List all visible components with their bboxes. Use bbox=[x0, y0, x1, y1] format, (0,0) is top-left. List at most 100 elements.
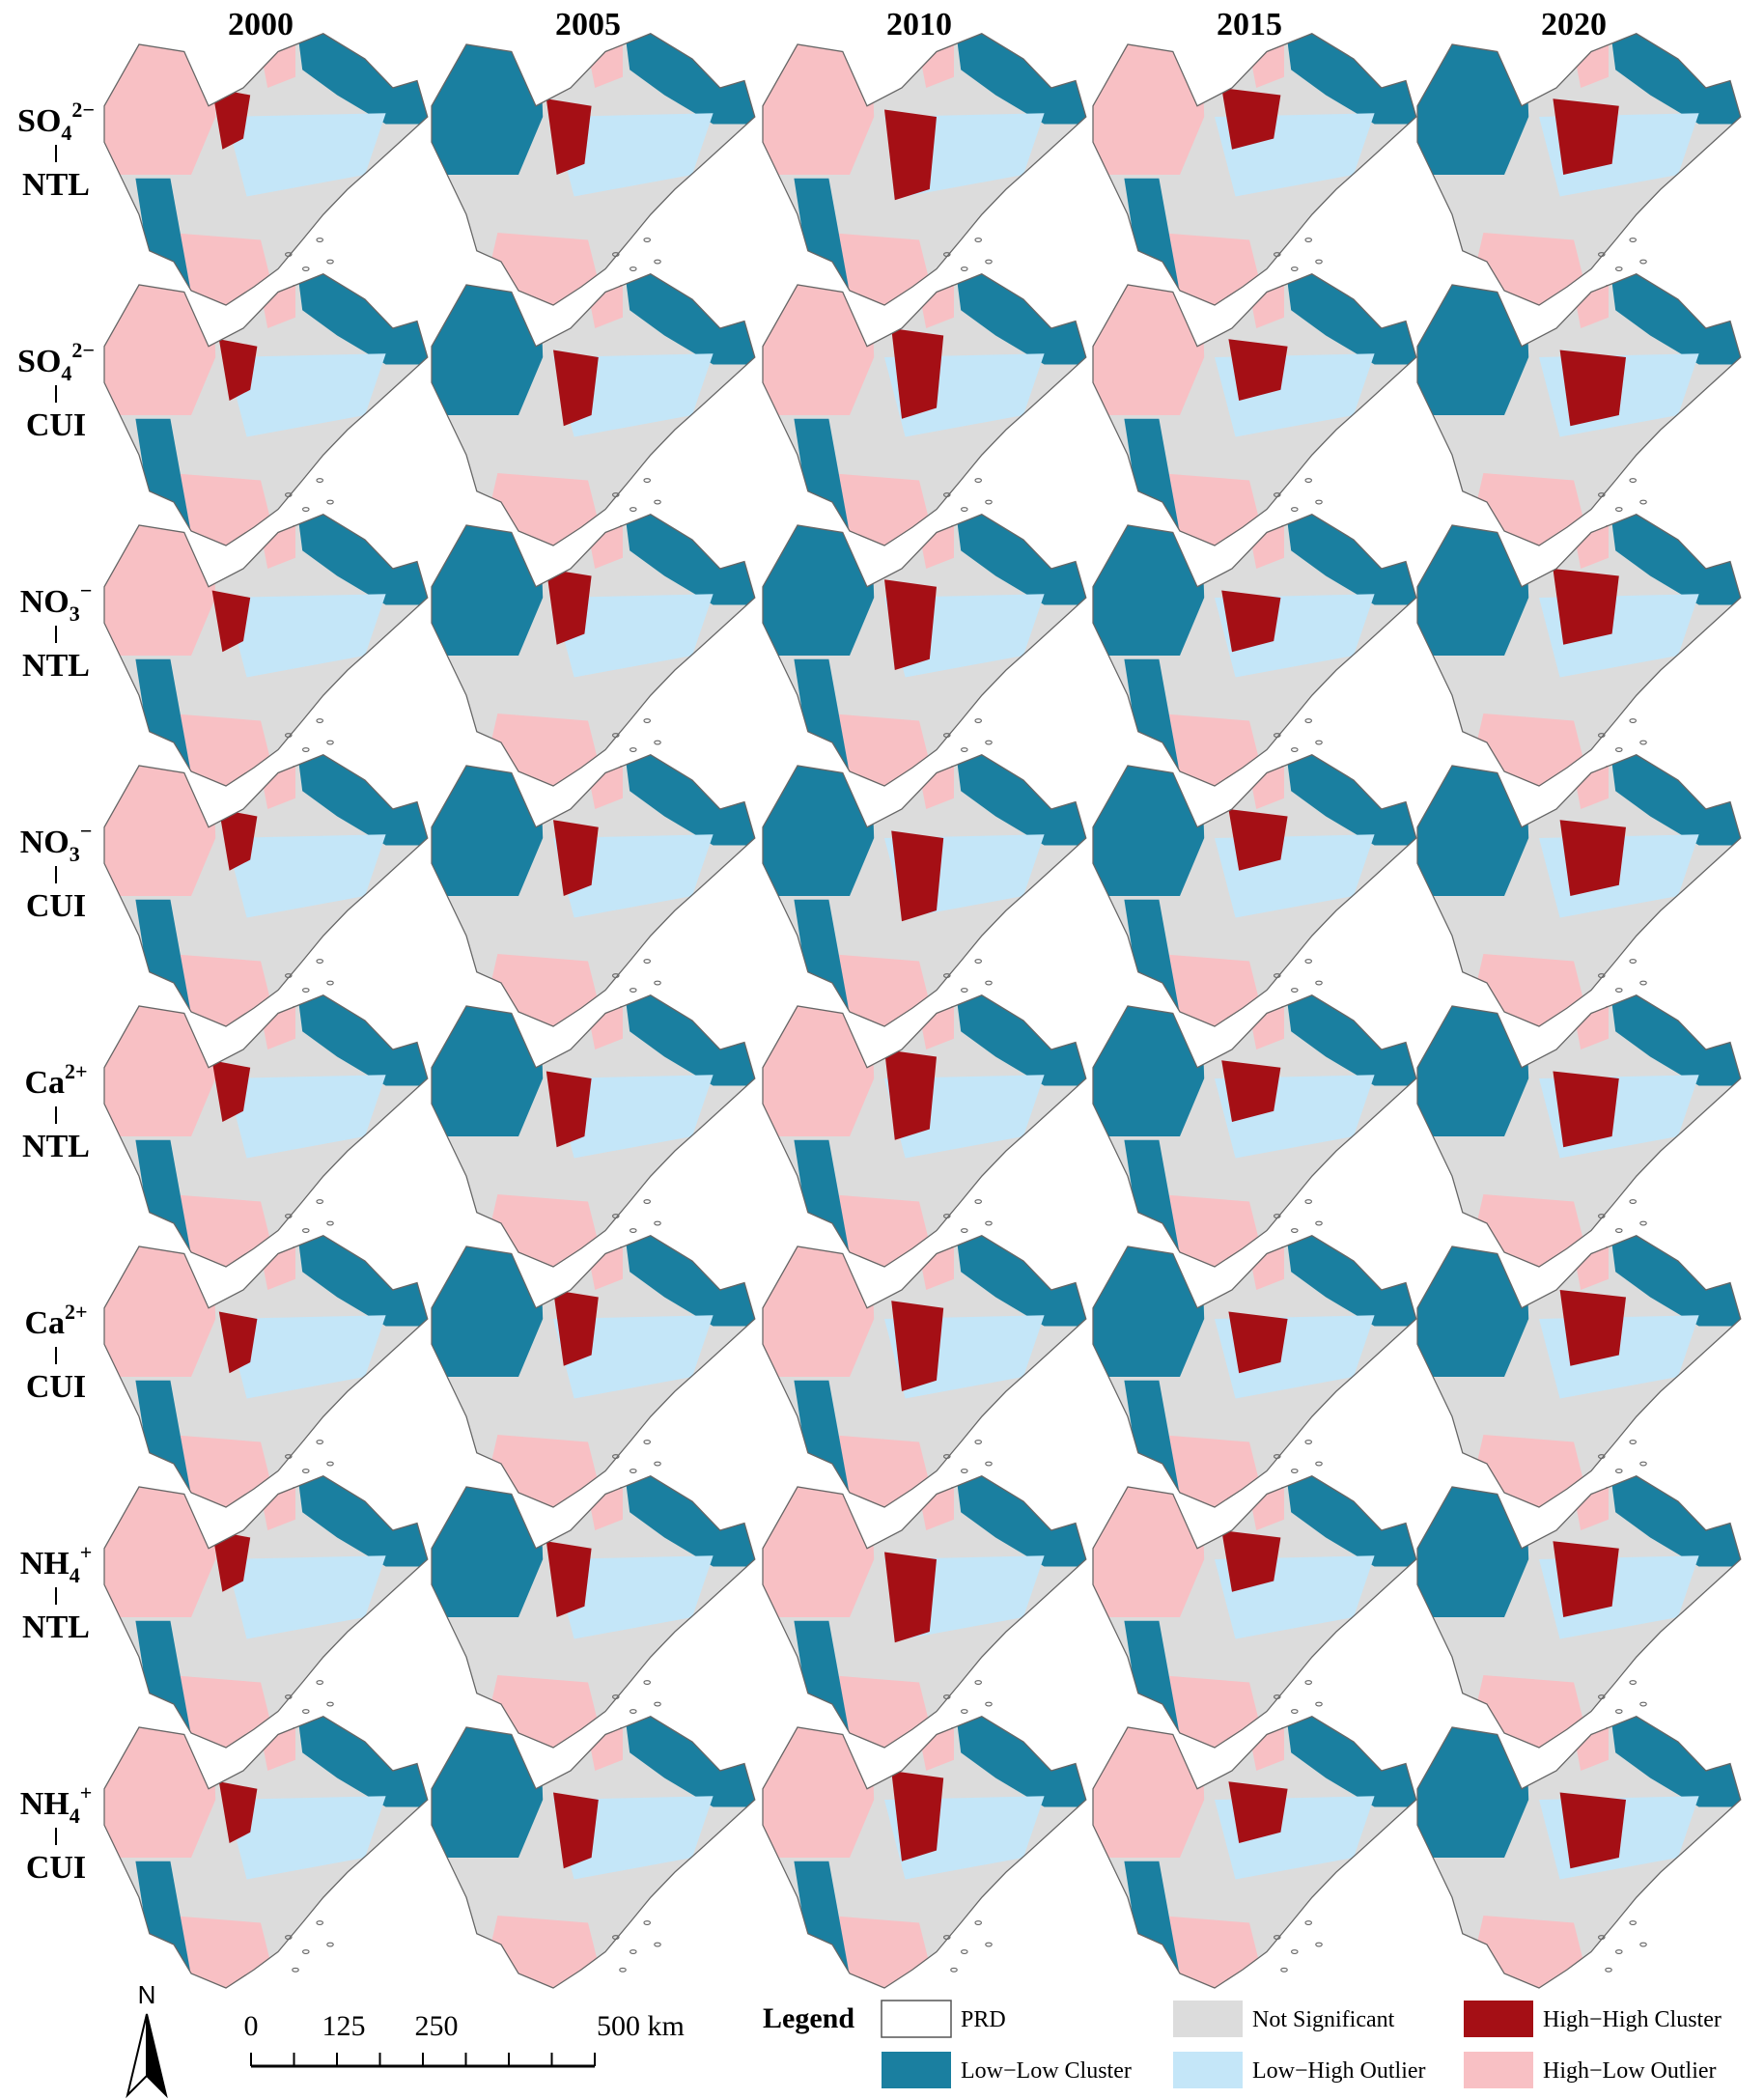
island bbox=[1639, 259, 1647, 265]
map-fill bbox=[1416, 1235, 1741, 1507]
map-panel bbox=[1092, 1235, 1417, 1508]
map-fill bbox=[762, 514, 1086, 786]
island bbox=[1274, 973, 1281, 978]
high-high-area bbox=[884, 579, 937, 670]
index-label: NTL bbox=[22, 1129, 90, 1164]
row-label: SO42− CUI bbox=[17, 338, 95, 443]
island bbox=[1291, 1709, 1299, 1714]
species-label: NO3− bbox=[20, 819, 93, 866]
central-band bbox=[226, 1075, 386, 1159]
south-area bbox=[476, 1916, 609, 1988]
region-outline bbox=[103, 33, 429, 306]
map-fill bbox=[103, 994, 428, 1267]
island bbox=[1639, 1461, 1647, 1467]
island bbox=[961, 1469, 968, 1473]
arrow-left bbox=[126, 2013, 148, 2099]
island bbox=[1598, 1214, 1606, 1218]
high-high-area bbox=[218, 809, 258, 871]
map-panel bbox=[103, 273, 429, 546]
map-fill bbox=[1416, 754, 1741, 1026]
region-outline bbox=[1416, 33, 1742, 306]
region-outline bbox=[762, 514, 1087, 787]
high-high-area bbox=[1221, 1060, 1281, 1122]
high-high-area bbox=[211, 590, 251, 653]
island bbox=[316, 1680, 323, 1685]
species-superscript: − bbox=[80, 819, 93, 843]
species-subscript: 4 bbox=[70, 1804, 80, 1828]
index-label: CUI bbox=[26, 888, 86, 924]
row-label: NH4+ NTL bbox=[20, 1540, 93, 1645]
region-outline bbox=[1416, 1475, 1742, 1749]
scale-label: 250 bbox=[415, 2010, 459, 2042]
region-outline bbox=[1092, 994, 1417, 1268]
row-label: NO3− NTL bbox=[20, 578, 93, 684]
island bbox=[1615, 266, 1623, 271]
island bbox=[961, 1228, 968, 1233]
map-panel bbox=[103, 1235, 429, 1508]
map-fill bbox=[431, 1716, 755, 1988]
high-high-area bbox=[211, 88, 251, 150]
column-header: 2020 bbox=[1541, 7, 1607, 42]
map-fill bbox=[1092, 1475, 1416, 1748]
high-high-area bbox=[1228, 339, 1288, 401]
island bbox=[974, 1680, 982, 1685]
high-high-area bbox=[1559, 350, 1626, 427]
island bbox=[985, 1461, 993, 1467]
high-high-area bbox=[546, 569, 592, 645]
map-panel bbox=[431, 1235, 756, 1508]
island bbox=[985, 259, 993, 265]
high-high-area bbox=[218, 1781, 258, 1843]
island bbox=[1598, 252, 1606, 257]
central-band bbox=[226, 353, 386, 437]
species-subscript: 4 bbox=[61, 361, 71, 385]
region-outline bbox=[431, 33, 756, 306]
region-outline bbox=[762, 1716, 1087, 1989]
island bbox=[1315, 980, 1323, 986]
high-high-area bbox=[1559, 820, 1626, 896]
map-panel bbox=[1092, 1716, 1417, 1989]
island bbox=[961, 1949, 968, 1954]
island bbox=[302, 1949, 310, 1954]
island bbox=[643, 1680, 651, 1685]
legend-swatch bbox=[1173, 2052, 1243, 2088]
high-high-area bbox=[1553, 1541, 1619, 1617]
island bbox=[326, 740, 334, 745]
high-high-area bbox=[1221, 590, 1281, 653]
legend-swatch bbox=[882, 2052, 951, 2088]
high-high-area bbox=[1553, 1071, 1619, 1148]
map-fill bbox=[103, 1235, 428, 1507]
high-high-area bbox=[1559, 1290, 1626, 1366]
region-outline bbox=[1416, 273, 1742, 546]
species-subscript: 3 bbox=[70, 842, 80, 866]
species-label: NH4+ bbox=[20, 1540, 93, 1587]
island bbox=[943, 733, 951, 738]
island bbox=[612, 492, 620, 497]
high-high-area bbox=[1228, 809, 1288, 871]
high-high-area bbox=[891, 1301, 944, 1391]
island bbox=[974, 959, 982, 964]
species-base: SO bbox=[17, 103, 61, 139]
region-outline bbox=[1416, 1716, 1742, 1989]
region-outline bbox=[431, 514, 756, 787]
island bbox=[1629, 238, 1637, 242]
legend-label: High−Low Outlier bbox=[1543, 2058, 1717, 2084]
high-high-area bbox=[211, 1060, 251, 1122]
map-panel bbox=[1092, 33, 1417, 306]
island bbox=[316, 238, 323, 242]
high-high-area bbox=[553, 350, 599, 427]
island bbox=[1605, 1967, 1612, 1973]
high-high-area bbox=[218, 1311, 258, 1374]
island bbox=[1291, 1228, 1299, 1233]
island bbox=[285, 1214, 293, 1218]
island bbox=[1639, 740, 1647, 745]
species-label: SO42− bbox=[17, 338, 95, 385]
map-panel bbox=[762, 994, 1087, 1268]
high-high-area bbox=[884, 1552, 937, 1643]
region-outline bbox=[103, 1716, 429, 1989]
region-outline bbox=[431, 273, 756, 546]
map-panel bbox=[1416, 273, 1742, 546]
island bbox=[302, 1709, 310, 1714]
island bbox=[1639, 980, 1647, 986]
island bbox=[1274, 733, 1281, 738]
